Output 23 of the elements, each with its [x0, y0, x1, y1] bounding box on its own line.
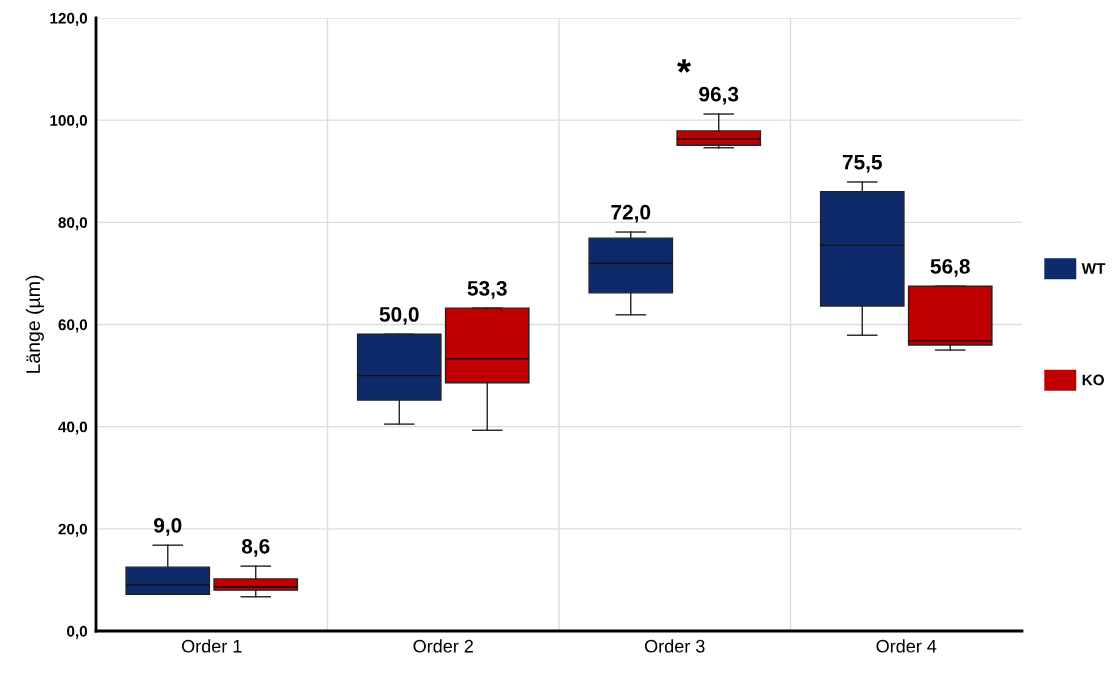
y-tick-label: 40,0: [58, 421, 88, 435]
x-tick-label: Order 1: [182, 639, 242, 653]
annotation: *: [677, 59, 691, 73]
text: 56,8: [930, 258, 970, 277]
legend-label: WT: [1081, 263, 1106, 274]
x-tick-label: Order 2: [413, 639, 473, 653]
text: 72,0: [611, 204, 651, 223]
text: 96,3: [699, 86, 739, 105]
y-tick-label: 20,0: [58, 523, 88, 537]
y-tick-label: 80,0: [58, 217, 88, 231]
text: 50,0: [379, 307, 419, 325]
text: 9,0: [154, 517, 182, 536]
y-tick-label: 0,0: [67, 625, 88, 639]
y-tick-label: 120,0: [50, 12, 88, 26]
x-tick-label: Order 4: [876, 639, 937, 653]
x-tick-label: Order 3: [645, 639, 705, 653]
y-tick-label: 60,0: [58, 319, 88, 333]
y-tick-label: 100,0: [50, 115, 88, 129]
y-axis-title: Länge (µm): [25, 275, 44, 373]
text: 53,3: [467, 280, 507, 299]
text: 8,6: [241, 538, 270, 557]
text: 75,5: [842, 154, 882, 173]
legend-label: KO: [1082, 374, 1104, 386]
